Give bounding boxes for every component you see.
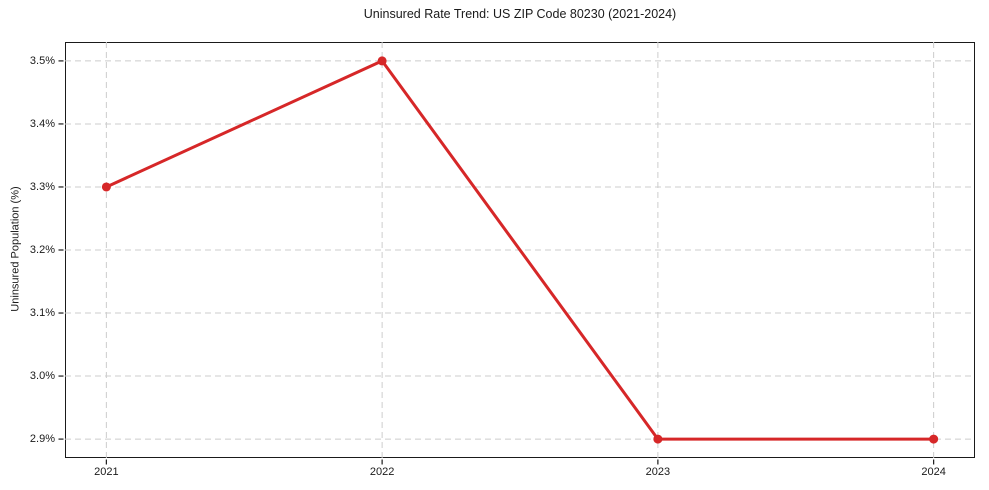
x-tick-label: 2023: [645, 466, 671, 478]
y-tick-label: 3.4%: [29, 117, 55, 130]
trend-line: [104, 59, 936, 441]
data-point: [101, 182, 111, 192]
trend-line-plot: [58, 42, 975, 465]
y-tick-label: 3.5%: [29, 54, 55, 67]
y-tick-label: 3.1%: [29, 307, 55, 320]
y-tick-label: 3.2%: [29, 244, 55, 256]
x-tick-label: 2024: [921, 466, 946, 478]
y-tick-label: 3.0%: [29, 370, 55, 383]
x-tick-label: 2021: [94, 466, 119, 478]
data-point: [653, 434, 663, 444]
y-tick-label: 3.3%: [29, 180, 55, 193]
y-tick-label: 2.9%: [29, 433, 55, 446]
x-tick-label: 2022: [369, 466, 395, 478]
chart-title: Uninsured Rate Trend: US ZIP Code 80230 …: [363, 7, 677, 21]
data-point: [377, 56, 387, 66]
data-point: [929, 434, 939, 444]
